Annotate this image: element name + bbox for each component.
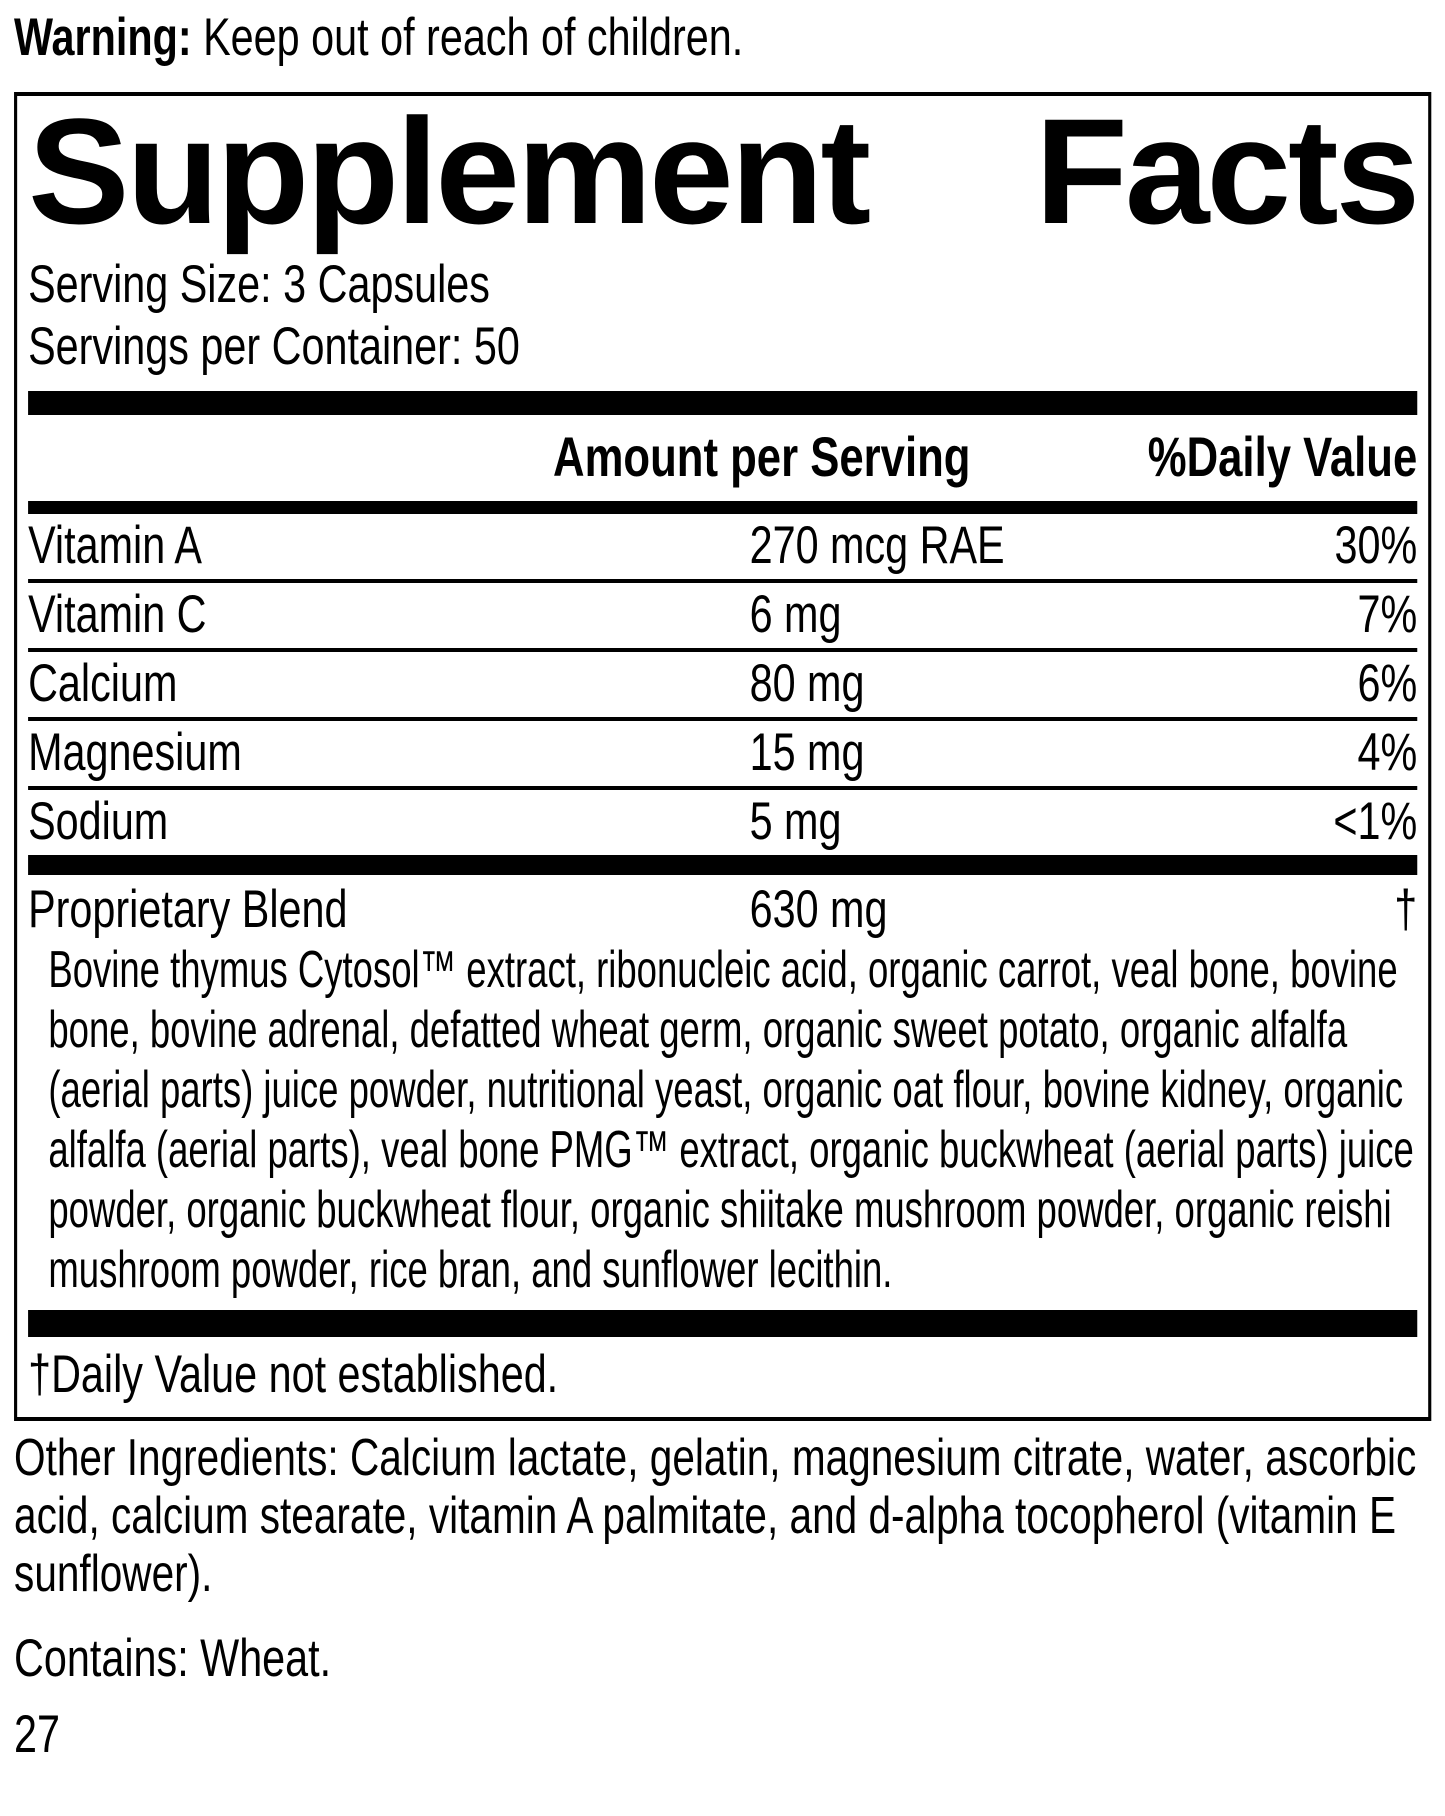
nutrient-amount: 15 mg <box>749 723 865 782</box>
column-header-amount: Amount per Serving <box>553 425 971 488</box>
table-row: Sodium 5 mg <1% <box>28 790 1417 855</box>
header-divider <box>28 501 1418 514</box>
contains-statement: Contains: Wheat. <box>14 1629 332 1688</box>
nutrient-amount: 270 mcg RAE <box>749 516 1005 575</box>
blend-ingredients-wrap: Bovine thymus Cytosol™ extract, ribonucl… <box>28 936 1417 1310</box>
thick-divider-top <box>28 391 1418 415</box>
blend-amount: 630 mg <box>749 880 888 939</box>
table-row: Vitamin A 270 mcg RAE 30% <box>28 514 1418 583</box>
nutrient-dv: 7% <box>1357 585 1418 644</box>
nutrient-dv: 30% <box>1334 516 1418 575</box>
nutrient-dv: <1% <box>1333 792 1418 851</box>
page-number: 27 <box>14 1705 61 1764</box>
table-row: Vitamin C 6 mg 7% <box>28 583 1418 652</box>
blend-dagger: † <box>1394 880 1418 939</box>
thick-divider-bottom <box>28 1310 1418 1337</box>
proprietary-blend-row: Proprietary Blend 630 mg † <box>28 875 1417 936</box>
serving-size: Serving Size: 3 Capsules <box>28 255 490 314</box>
warning-text: Keep out of reach of children. <box>191 8 744 67</box>
nutrient-amount: 5 mg <box>749 792 842 851</box>
nutrient-dv: 6% <box>1357 654 1418 713</box>
nutrient-dv: 4% <box>1357 723 1418 782</box>
supplement-facts-title: Supplement Facts <box>28 87 1420 255</box>
warning-statement: Warning: Keep out of reach of children. <box>14 8 1431 68</box>
supplement-facts-box: Supplement Facts Serving Size: 3 Capsule… <box>14 87 1432 1421</box>
other-ingredients: Other Ingredients: Calcium lactate, gela… <box>14 1429 1417 1603</box>
table-row: Magnesium 15 mg 4% <box>28 721 1418 790</box>
servings-per-container: Servings per Container: 50 <box>28 317 520 376</box>
nutrient-amount: 80 mg <box>749 654 865 713</box>
blend-ingredients: Bovine thymus Cytosol™ extract, ribonucl… <box>48 941 1414 1299</box>
title-word-facts: Facts <box>1035 87 1420 255</box>
nutrient-name: Magnesium <box>28 723 242 782</box>
nutrient-name: Sodium <box>28 792 169 851</box>
label-page: Warning: Keep out of reach of children. … <box>14 8 1432 1764</box>
nutrient-amount: 6 mg <box>749 585 842 644</box>
nutrient-name: Calcium <box>28 654 178 713</box>
blend-name: Proprietary Blend <box>28 880 348 939</box>
warning-label: Warning: <box>14 8 192 67</box>
nutrient-name: Vitamin A <box>28 516 202 575</box>
nutrient-name: Vitamin C <box>28 585 207 644</box>
table-header-row: Amount per Serving %Daily Value <box>28 415 1417 501</box>
table-row: Calcium 80 mg 6% <box>28 652 1418 721</box>
serving-info: Serving Size: 3 Capsules Servings per Co… <box>28 254 1417 378</box>
title-word-supplement: Supplement <box>28 87 871 255</box>
thick-divider-blend <box>28 855 1418 875</box>
column-header-daily-value: %Daily Value <box>1147 425 1418 488</box>
daily-value-footnote: †Daily Value not established. <box>28 1345 559 1404</box>
